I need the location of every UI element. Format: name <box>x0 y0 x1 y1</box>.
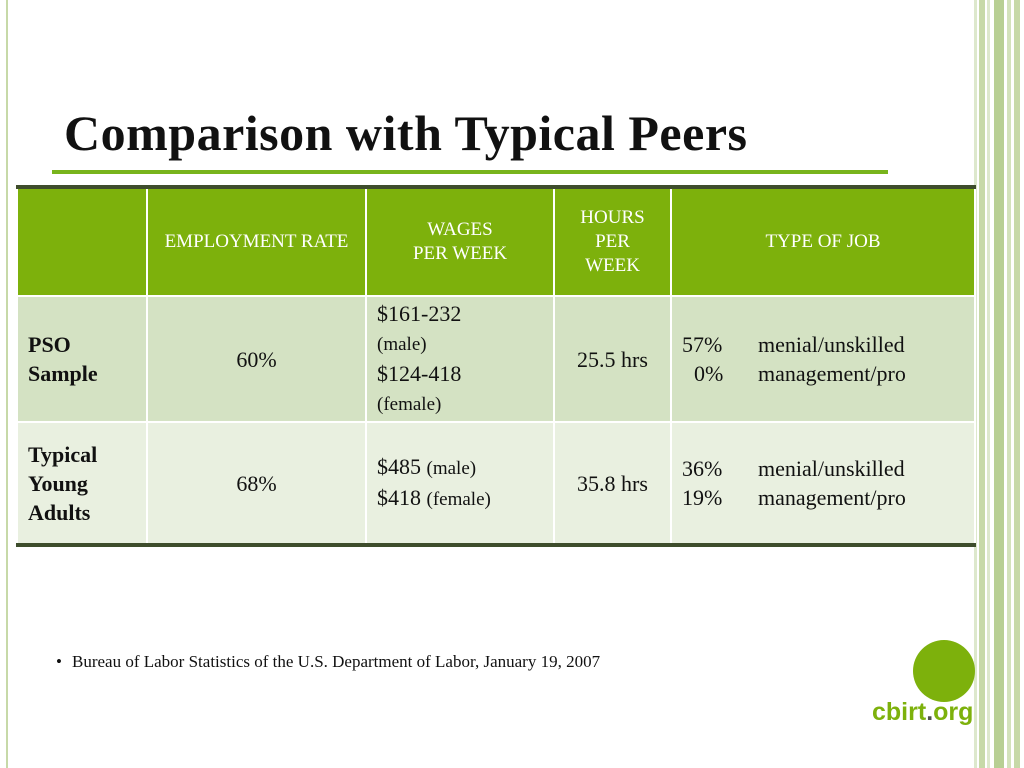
left-frame-line <box>6 0 8 768</box>
wage-male: $485 (male) <box>377 452 543 483</box>
wage-note: (male) <box>377 334 427 355</box>
wage-amount: $124-418 <box>377 361 462 386</box>
header-wages-per-week: WAGES PER WEEK <box>365 187 555 297</box>
job-percent: 57% <box>682 332 723 357</box>
table-header-row: EMPLOYMENT RATE WAGES PER WEEK HOURS PER… <box>16 187 976 297</box>
job-type: menial/unskilled <box>758 456 905 481</box>
logo-circle-icon <box>913 640 975 702</box>
wage-amount: $161-232 <box>377 301 462 326</box>
wage-female: $124-418 (female) <box>377 359 543 419</box>
bullet-icon: • <box>56 652 62 671</box>
wage-note: (female) <box>377 394 442 415</box>
source-footnote: • Bureau of Labor Statistics of the U.S. … <box>56 652 600 672</box>
wage-male: $161-232 (male) <box>377 299 543 359</box>
comparison-table: EMPLOYMENT RATE WAGES PER WEEK HOURS PER… <box>16 185 976 547</box>
title-underline <box>52 170 888 174</box>
header-hours-per-week: HOURS PER WEEK <box>553 187 672 297</box>
job-line: 0% management/pro <box>682 359 964 388</box>
hours-cell: 35.8 hrs <box>553 421 672 546</box>
table-row: Typical Young Adults 68% $485 (male) $41… <box>16 421 976 546</box>
hours-cell: 25.5 hrs <box>553 295 672 423</box>
job-type-cell: 57% menial/unskilled 0% management/pro <box>670 295 976 423</box>
job-line: 57% menial/unskilled <box>682 330 964 359</box>
job-line: 36% menial/unskilled <box>682 454 964 483</box>
employment-rate-cell: 60% <box>146 295 367 423</box>
employment-rate-cell: 68% <box>146 421 367 546</box>
wages-cell: $485 (male) $418 (female) <box>365 421 555 546</box>
logo-text-cbirt: cbirt <box>872 698 927 726</box>
footnote-text: Bureau of Labor Statistics of the U.S. D… <box>72 652 601 671</box>
job-type-cell: 36% menial/unskilled 19% management/pro <box>670 421 976 546</box>
job-percent: 36% <box>682 456 723 481</box>
job-type: management/pro <box>758 361 906 386</box>
header-blank <box>16 187 148 297</box>
cbirt-logo: cbirt.org <box>872 698 973 727</box>
row-label: PSO Sample <box>16 295 148 423</box>
table-row: PSO Sample 60% $161-232 (male) $124-418 … <box>16 295 976 423</box>
logo-text-org: org <box>933 698 974 726</box>
job-type: management/pro <box>758 485 906 510</box>
wage-note: (male) <box>426 458 477 479</box>
wage-female: $418 (female) <box>377 483 543 514</box>
job-percent: 19% <box>682 485 723 510</box>
job-percent: 0% <box>694 361 724 386</box>
header-type-of-job: TYPE OF JOB <box>670 187 976 297</box>
job-line: 19% management/pro <box>682 483 964 512</box>
header-employment-rate: EMPLOYMENT RATE <box>146 187 367 297</box>
wage-amount: $418 <box>377 485 421 510</box>
row-label: Typical Young Adults <box>16 421 148 546</box>
right-decorative-stripes <box>974 0 1024 768</box>
wage-note: (female) <box>426 489 491 510</box>
slide-title: Comparison with Typical Peers <box>64 105 748 161</box>
wages-cell: $161-232 (male) $124-418 (female) <box>365 295 555 423</box>
wage-amount: $485 <box>377 454 421 479</box>
job-type: menial/unskilled <box>758 332 905 357</box>
logo-text-dot: . <box>926 698 934 726</box>
